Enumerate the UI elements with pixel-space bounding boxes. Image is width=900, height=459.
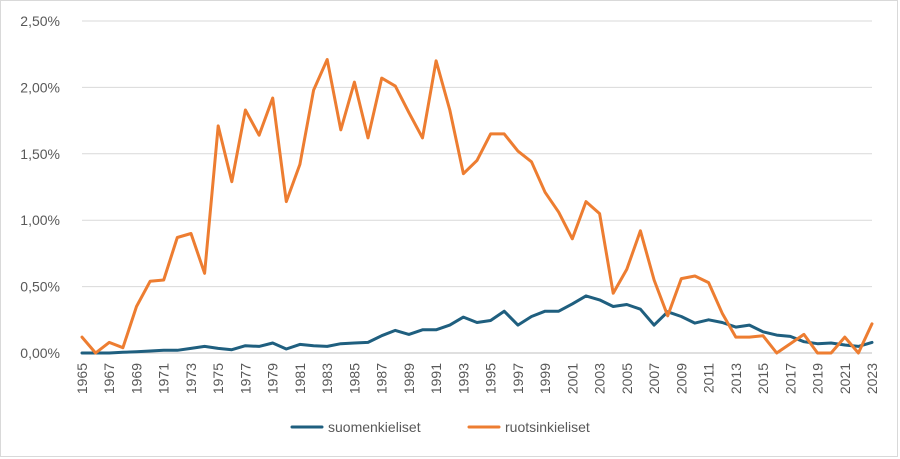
x-axis-tick-labels: 1965 1967 1969 1971 1973 1975 1977 1979 1981 1983… <box>74 363 880 394</box>
x-tick-label: 2001 <box>564 363 580 394</box>
x-tick-label: 1965 <box>74 363 90 394</box>
y-tick-label: 1,50% <box>20 146 60 162</box>
gridlines <box>82 20 872 354</box>
y-tick-label: 2,50% <box>20 13 60 29</box>
x-tick-label: 2013 <box>728 363 744 394</box>
y-tick-label: 0,00% <box>20 345 60 361</box>
series-lines <box>80 58 874 355</box>
x-tick-label: 1985 <box>346 363 362 394</box>
x-tick-label: 1979 <box>265 363 281 394</box>
legend-item-suomenkieliset: suomenkieliset <box>290 419 421 435</box>
x-tick-label: 2017 <box>782 363 798 394</box>
x-tick-label: 1991 <box>428 363 444 394</box>
y-tick-label: 1,00% <box>20 212 60 228</box>
y-tick-label: 0,50% <box>20 279 60 295</box>
x-tick-label: 2009 <box>673 363 689 394</box>
x-tick-label: 1977 <box>237 363 253 394</box>
legend: suomenkieliset ruotsinkieliset <box>290 419 590 435</box>
legend-label-suomenkieliset: suomenkieliset <box>328 419 421 435</box>
x-tick-label: 2021 <box>837 363 853 394</box>
x-tick-label: 2007 <box>646 363 662 394</box>
legend-item-ruotsinkieliset: ruotsinkieliset <box>467 419 590 435</box>
series-line-suomenkieliset <box>80 294 874 355</box>
x-tick-label: 1973 <box>183 363 199 394</box>
x-tick-label: 1999 <box>537 363 553 394</box>
y-tick-label: 2,00% <box>20 79 60 95</box>
x-tick-label: 2015 <box>755 363 771 394</box>
x-tick-label: 1969 <box>128 363 144 394</box>
x-tick-label: 1971 <box>156 363 172 394</box>
x-tick-label: 1975 <box>210 363 226 394</box>
y-axis-tick-labels: 0,00% 0,50% 1,00% 1,50% 2,00% 2,50% <box>20 13 60 361</box>
x-tick-label: 2003 <box>592 363 608 394</box>
x-tick-label: 1967 <box>101 363 117 394</box>
x-tick-label: 2023 <box>864 363 880 394</box>
legend-label-ruotsinkieliset: ruotsinkieliset <box>505 419 590 435</box>
x-tick-label: 1995 <box>483 363 499 394</box>
x-tick-label: 2011 <box>701 363 717 393</box>
x-tick-label: 1997 <box>510 363 526 394</box>
x-tick-label: 1993 <box>455 363 471 394</box>
series-line-ruotsinkieliset <box>80 58 874 355</box>
x-tick-label: 1981 <box>292 363 308 394</box>
x-tick-label: 1987 <box>374 363 390 394</box>
x-tick-label: 2005 <box>619 363 635 394</box>
x-tick-label: 2019 <box>810 363 826 394</box>
x-tick-label: 1989 <box>401 363 417 394</box>
x-tick-label: 1983 <box>319 363 335 394</box>
